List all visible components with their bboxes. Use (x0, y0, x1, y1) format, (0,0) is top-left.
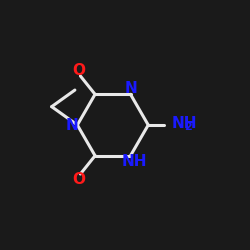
Text: O: O (73, 172, 86, 187)
Text: NH: NH (122, 154, 147, 168)
Text: NH: NH (172, 116, 197, 131)
Text: N: N (124, 82, 137, 96)
Text: N: N (66, 118, 78, 132)
Text: O: O (73, 63, 86, 78)
Text: 2: 2 (184, 122, 192, 132)
